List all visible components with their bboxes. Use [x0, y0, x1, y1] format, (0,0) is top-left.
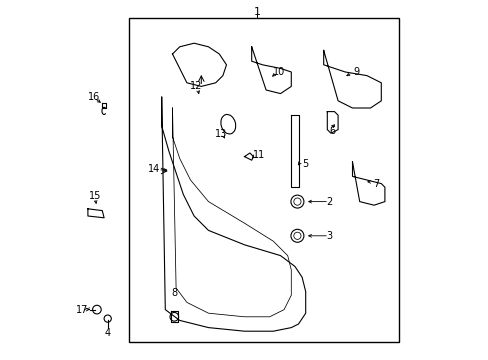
Text: 14: 14	[147, 164, 160, 174]
Text: 12: 12	[189, 81, 202, 91]
Text: 5: 5	[302, 159, 308, 169]
Text: 17: 17	[76, 305, 88, 315]
Text: 7: 7	[372, 179, 378, 189]
Text: 16: 16	[88, 92, 100, 102]
Text: 8: 8	[171, 288, 177, 298]
Text: 9: 9	[352, 67, 358, 77]
Text: 15: 15	[89, 191, 101, 201]
Text: 6: 6	[329, 126, 335, 136]
Text: 13: 13	[215, 129, 227, 139]
Text: 2: 2	[325, 197, 331, 207]
Text: 3: 3	[325, 231, 331, 241]
Text: 1: 1	[253, 6, 260, 17]
Text: 11: 11	[252, 150, 264, 160]
Text: 10: 10	[273, 67, 285, 77]
Text: 4: 4	[104, 328, 111, 338]
